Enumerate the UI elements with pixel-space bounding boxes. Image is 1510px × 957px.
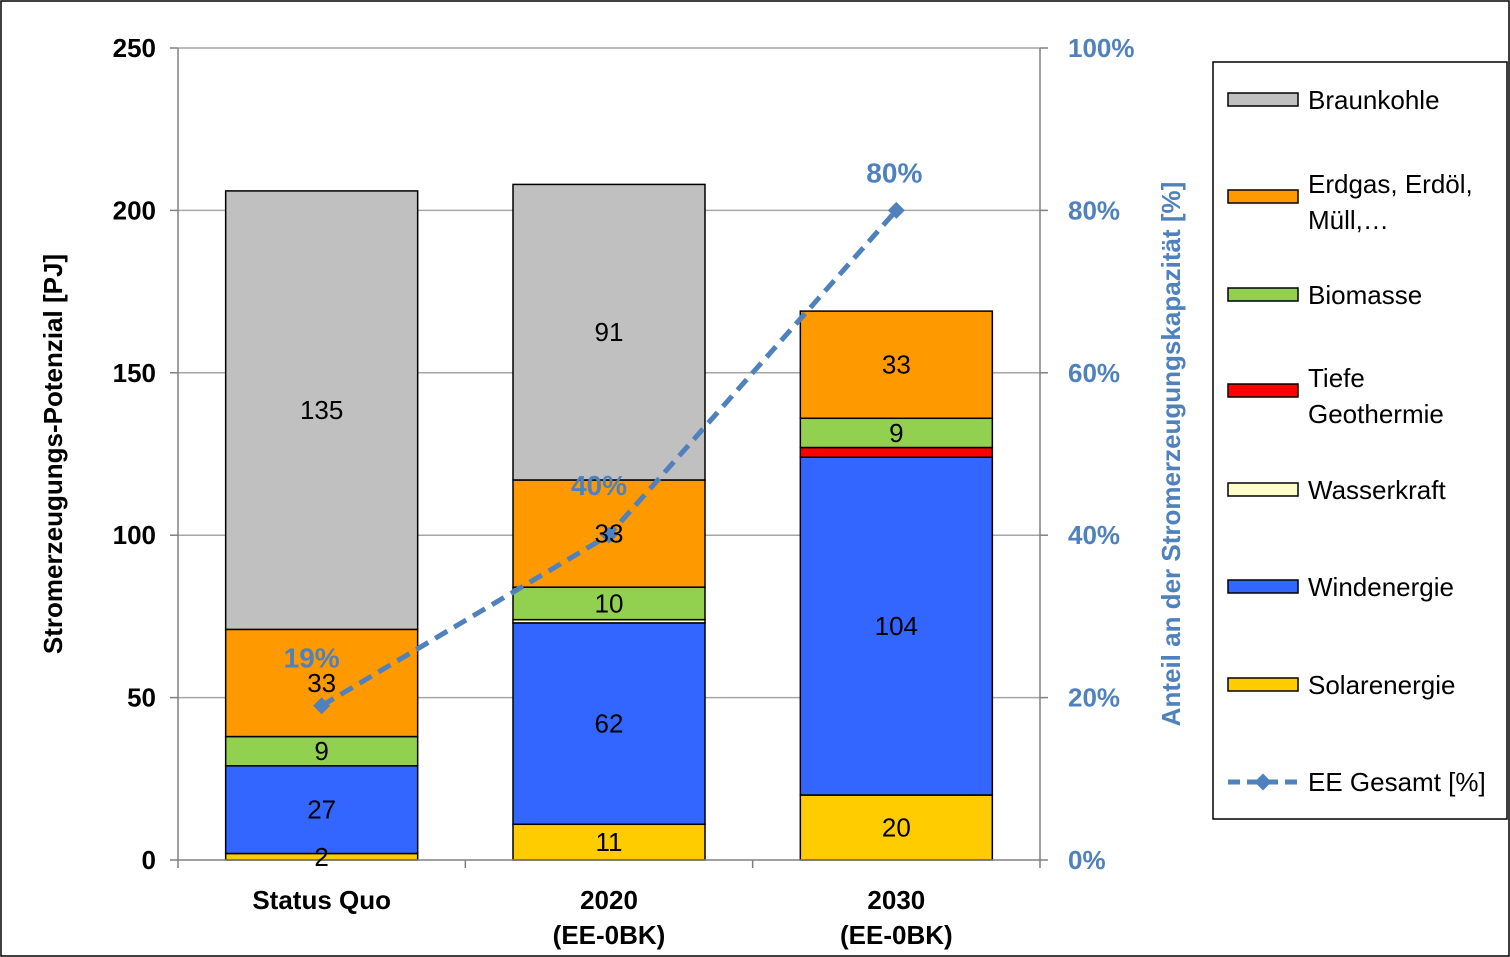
bars: [224, 183, 994, 861]
legend-label: Solarenergie: [1308, 670, 1455, 700]
legend-line-marker: [1254, 773, 1272, 791]
data-label: 11: [596, 827, 623, 857]
data-label: 62: [595, 709, 624, 739]
bar-segment: [799, 456, 994, 796]
bar-segment: [224, 628, 419, 738]
y-tick-label: 0: [142, 845, 156, 875]
data-label: 2: [314, 842, 328, 872]
legend-swatch: [1227, 579, 1299, 594]
legend-label: Wasserkraft: [1308, 475, 1446, 505]
legend-box: [1212, 61, 1508, 820]
legend-label: Tiefe: [1308, 363, 1365, 393]
data-label: 33: [595, 519, 624, 549]
data-label: 104: [875, 611, 918, 641]
bar-segment: [512, 622, 706, 826]
bar-segment: [512, 183, 706, 481]
bar-segment: [799, 446, 994, 458]
bar-segment: [512, 586, 706, 621]
data-label: 33: [882, 350, 911, 380]
ee-line-marker: [313, 697, 331, 715]
bar-segment: [799, 310, 994, 420]
legend-label: Braunkohle: [1308, 85, 1440, 115]
legend-label: Erdgas, Erdöl,: [1308, 169, 1473, 199]
legend-swatch: [1227, 189, 1299, 204]
bar-segment: [224, 765, 419, 855]
legend-swatch: [1227, 383, 1299, 398]
legend-label: Windenergie: [1308, 572, 1454, 602]
data-label: 9: [889, 418, 903, 448]
ee-line-label: 80%: [866, 157, 922, 188]
data-label: 33: [307, 668, 336, 698]
legend-label: EE Gesamt [%]: [1308, 767, 1486, 797]
legend: Braunkohle Erdgas, Erdöl, Müll,… Biomasse Ti…: [1212, 61, 1508, 820]
legend-label: Geothermie: [1308, 399, 1444, 429]
data-label: 20: [882, 813, 911, 843]
x-tick-label: 2030: [867, 885, 925, 915]
x-tick-label: 2020: [580, 885, 638, 915]
bar-segment: [512, 823, 706, 861]
y-tick-label: 150: [113, 358, 156, 388]
y-tick-label: 250: [113, 33, 156, 63]
x-tick-label: (EE-0BK): [840, 920, 953, 950]
legend-label: Biomasse: [1308, 280, 1422, 310]
ee-line-marker: [887, 201, 905, 219]
legend-swatch: [1227, 677, 1299, 692]
y2-tick-label: 80%: [1068, 195, 1120, 225]
y-tick-label: 200: [113, 195, 156, 225]
bar-segment: [799, 794, 994, 861]
y-tick-label: 50: [127, 683, 156, 713]
x-tick-label: Status Quo: [252, 885, 391, 915]
ee-line-marker: [600, 526, 618, 544]
data-label: 9: [314, 736, 328, 766]
ee-line-label: 40%: [571, 470, 627, 501]
bar-segment: [799, 417, 994, 449]
axes: 0 50 100 150 200 250 0% 20% 40% 60% 80% 100% Status …: [38, 33, 1186, 950]
data-label: 27: [307, 795, 336, 825]
y2-tick-label: 100%: [1068, 33, 1135, 63]
y2-tick-label: 20%: [1068, 683, 1120, 713]
y-axis-title: Stromerzeugungs-Potenzial [PJ]: [38, 254, 68, 654]
ee-line-label: 19%: [284, 643, 340, 674]
bar-segment: [224, 190, 419, 631]
ee-line: [313, 201, 905, 715]
y2-tick-label: 40%: [1068, 520, 1120, 550]
legend-swatch: [1227, 482, 1299, 497]
bar-segment: [224, 735, 419, 767]
y2-axis-title: Anteil an der Stromerzeugungskapazität […: [1156, 182, 1186, 727]
legend-label: Müll,…: [1308, 205, 1389, 235]
data-label: 10: [595, 588, 624, 618]
legend-swatch: [1227, 92, 1299, 107]
data-label: 135: [300, 395, 343, 425]
y-tick-label: 100: [113, 520, 156, 550]
legend-swatch: [1227, 287, 1299, 302]
data-label: 91: [595, 317, 624, 347]
y2-tick-label: 60%: [1068, 358, 1120, 388]
x-tick-label: (EE-0BK): [553, 920, 666, 950]
y2-tick-label: 0%: [1068, 845, 1106, 875]
